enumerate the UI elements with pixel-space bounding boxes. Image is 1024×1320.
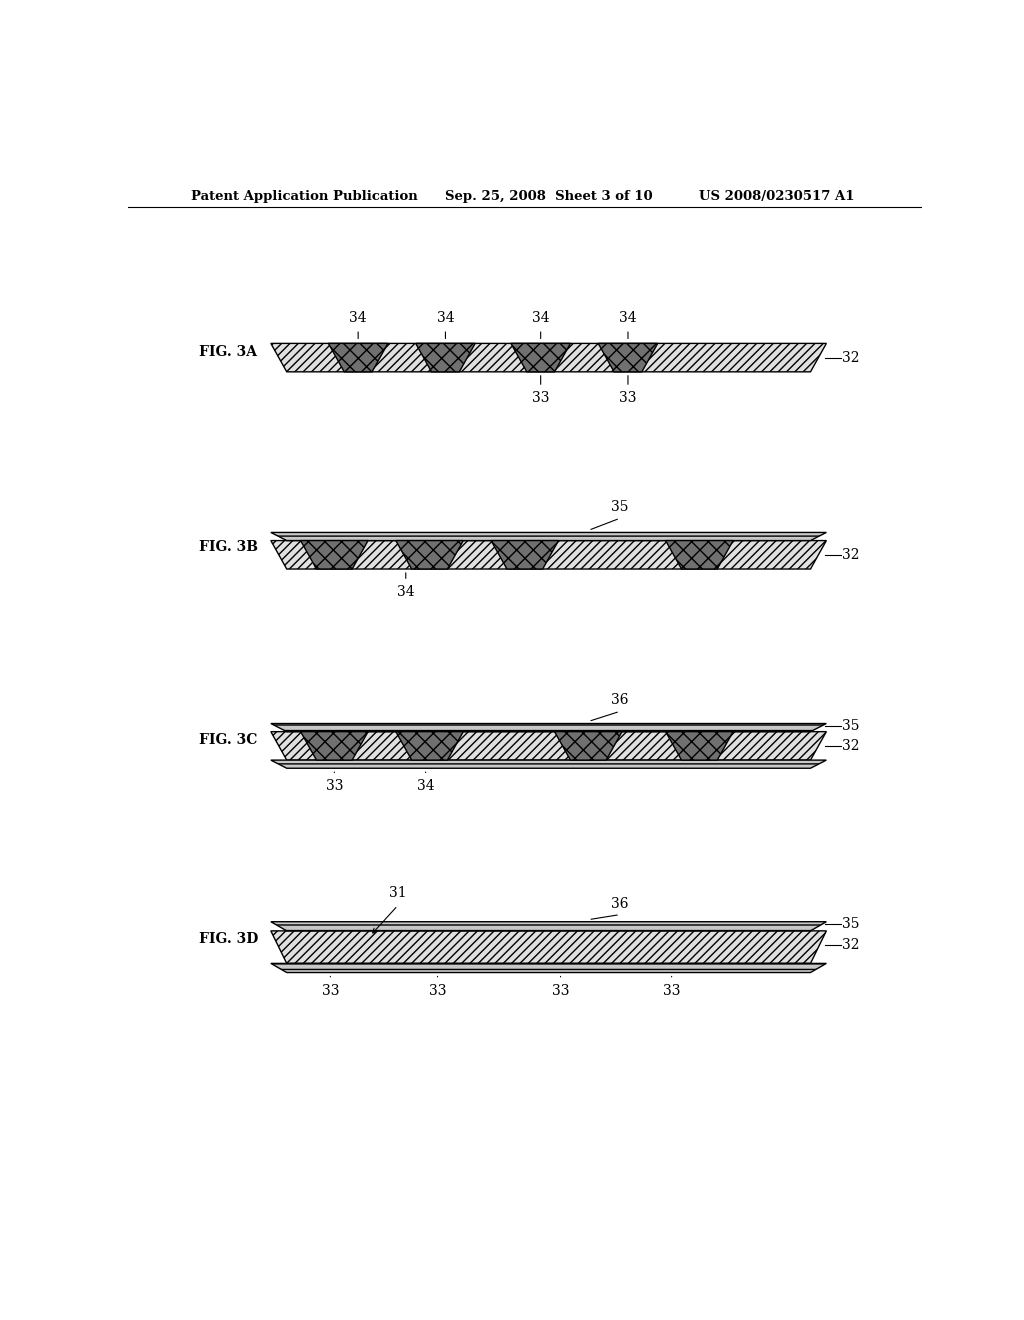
Text: FIG. 3B: FIG. 3B <box>200 540 258 553</box>
Text: 36: 36 <box>611 693 629 708</box>
Polygon shape <box>270 760 826 768</box>
Polygon shape <box>270 723 826 731</box>
Text: 33: 33 <box>322 983 339 998</box>
Text: 32: 32 <box>842 939 860 952</box>
Polygon shape <box>270 931 826 964</box>
Polygon shape <box>666 731 733 760</box>
Polygon shape <box>396 731 463 760</box>
Text: 35: 35 <box>842 718 860 733</box>
Text: 34: 34 <box>620 312 637 325</box>
Text: FIG. 3A: FIG. 3A <box>200 345 257 359</box>
Text: 35: 35 <box>842 917 860 931</box>
Polygon shape <box>598 343 657 372</box>
Text: 32: 32 <box>842 739 860 752</box>
Text: 35: 35 <box>611 500 629 515</box>
Text: 32: 32 <box>842 548 860 562</box>
Text: 33: 33 <box>620 391 637 405</box>
Polygon shape <box>301 541 368 569</box>
Polygon shape <box>555 731 622 760</box>
Text: 34: 34 <box>349 312 367 325</box>
Text: FIG. 3D: FIG. 3D <box>200 932 259 946</box>
Polygon shape <box>270 921 826 931</box>
Text: 34: 34 <box>436 312 455 325</box>
Text: FIG. 3C: FIG. 3C <box>200 733 258 747</box>
Polygon shape <box>416 343 475 372</box>
Polygon shape <box>396 541 463 569</box>
Polygon shape <box>511 343 570 372</box>
Polygon shape <box>666 541 733 569</box>
Text: Sep. 25, 2008  Sheet 3 of 10: Sep. 25, 2008 Sheet 3 of 10 <box>445 190 653 202</box>
Text: 33: 33 <box>663 983 680 998</box>
Text: 32: 32 <box>842 351 860 364</box>
Polygon shape <box>270 964 826 973</box>
Text: 36: 36 <box>611 896 629 911</box>
Text: 33: 33 <box>552 983 569 998</box>
Text: 34: 34 <box>417 779 434 793</box>
Polygon shape <box>270 343 826 372</box>
Text: 34: 34 <box>397 585 415 599</box>
Text: 34: 34 <box>531 312 550 325</box>
Polygon shape <box>492 541 558 569</box>
Polygon shape <box>270 532 826 541</box>
Text: 33: 33 <box>531 391 550 405</box>
Polygon shape <box>301 731 368 760</box>
Text: 33: 33 <box>326 779 343 793</box>
Text: 31: 31 <box>389 886 407 900</box>
Text: Patent Application Publication: Patent Application Publication <box>191 190 418 202</box>
Text: US 2008/0230517 A1: US 2008/0230517 A1 <box>699 190 855 202</box>
Polygon shape <box>270 541 826 569</box>
Text: 33: 33 <box>429 983 446 998</box>
Polygon shape <box>270 731 826 760</box>
Polygon shape <box>329 343 388 372</box>
